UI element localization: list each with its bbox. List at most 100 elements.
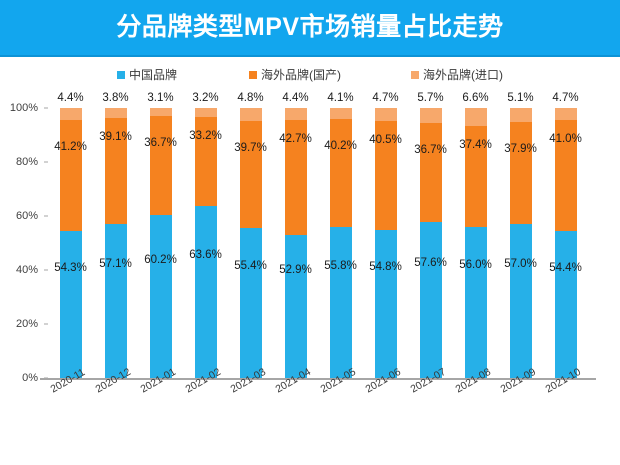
- bar-group[interactable]: [509, 108, 532, 378]
- data-label-overseas-domestic: 41.0%: [549, 133, 582, 146]
- bar-segment-overseas-domestic[interactable]: [554, 120, 577, 232]
- bar-segment-china-brand[interactable]: [419, 222, 442, 378]
- chart-legend: 中国品牌 海外品牌(国产) 海外品牌(进口): [0, 64, 620, 86]
- data-label-overseas-import: 3.1%: [147, 92, 174, 104]
- bar-segment-overseas-import[interactable]: [509, 108, 532, 122]
- data-label-overseas-domestic: 33.2%: [189, 129, 222, 142]
- bar-segment-overseas-import[interactable]: [329, 107, 352, 119]
- data-label-overseas-import: 4.7%: [372, 92, 399, 104]
- data-label-overseas-import: 6.6%: [462, 92, 489, 104]
- legend-label: 海外品牌(进口): [423, 68, 503, 82]
- bar-segment-overseas-domestic[interactable]: [419, 123, 442, 223]
- data-label-overseas-import: 4.7%: [552, 91, 579, 104]
- data-label-overseas-import: 5.1%: [507, 92, 534, 104]
- bar-segment-china-brand[interactable]: [104, 223, 127, 378]
- bar-segment-overseas-import[interactable]: [194, 108, 217, 117]
- legend-label: 中国品牌: [128, 68, 177, 82]
- bar-segment-overseas-domestic[interactable]: [284, 119, 307, 236]
- legend-item-2[interactable]: 海外品牌(进口): [411, 69, 503, 81]
- bar-group[interactable]: [149, 108, 172, 378]
- bar-group[interactable]: [284, 108, 307, 378]
- y-axis-tick-mark: [44, 215, 48, 217]
- bar-segment-overseas-import[interactable]: [59, 108, 82, 121]
- plot-bars: 54.3% 41.2% 4.4% 57.1% 39.1% 3.8% 60.2% 36.7% 3.…: [48, 92, 596, 378]
- y-axis-tick-label: 60%: [15, 210, 38, 222]
- bar-segment-overseas-domestic[interactable]: [509, 121, 532, 225]
- bar-segment-china-brand[interactable]: [329, 227, 352, 378]
- bar-segment-overseas-domestic[interactable]: [59, 120, 82, 232]
- bar-segment-china-brand[interactable]: [194, 206, 217, 378]
- bar-segment-overseas-import[interactable]: [464, 108, 487, 126]
- x-axis-tick-mark: [385, 378, 387, 382]
- bar-segment-overseas-domestic[interactable]: [464, 125, 487, 227]
- bar-group[interactable]: [419, 108, 442, 378]
- y-axis-tick-mark: [44, 269, 48, 271]
- legend-label: 海外品牌(国产): [261, 68, 341, 82]
- bar-segment-china-brand[interactable]: [464, 226, 487, 378]
- bar-segment-overseas-import[interactable]: [239, 108, 262, 122]
- legend-item-0[interactable]: 中国品牌: [116, 68, 177, 82]
- data-label-china-brand: 52.9%: [279, 263, 312, 276]
- data-label-overseas-domestic: 40.2%: [324, 139, 357, 152]
- data-label-overseas-domestic: 36.7%: [144, 137, 177, 150]
- x-axis-tick-mark: [295, 378, 297, 382]
- chart-header: 分品牌类型MPV市场销量占比走势: [0, 0, 620, 55]
- bar-group[interactable]: [239, 108, 262, 378]
- data-label-overseas-import: 4.8%: [237, 92, 264, 105]
- data-label-overseas-domestic: 37.4%: [459, 138, 492, 151]
- bar-segment-china-brand[interactable]: [239, 228, 262, 378]
- bar-segment-overseas-import[interactable]: [284, 108, 307, 120]
- bar-segment-overseas-domestic[interactable]: [329, 118, 352, 228]
- y-axis-tick-mark: [44, 107, 48, 109]
- bar-segment-china-brand[interactable]: [374, 230, 397, 378]
- y-axis-tick-mark: [44, 323, 48, 325]
- bar-group[interactable]: [464, 108, 487, 378]
- bar-group[interactable]: [194, 108, 217, 378]
- data-label-china-brand: 55.8%: [324, 259, 357, 272]
- x-axis-tick-mark: [160, 378, 162, 382]
- bar-segment-overseas-import[interactable]: [554, 107, 577, 121]
- bar-segment-overseas-domestic[interactable]: [194, 116, 217, 207]
- bar-group[interactable]: [374, 108, 397, 378]
- bar-segment-china-brand[interactable]: [59, 231, 82, 378]
- bar-segment-overseas-import[interactable]: [149, 108, 172, 117]
- bar-segment-overseas-import[interactable]: [419, 108, 442, 124]
- legend-item-1[interactable]: 海外品牌(国产): [249, 69, 341, 81]
- x-axis-tick-mark: [475, 378, 477, 382]
- x-axis-tick-mark: [340, 378, 342, 382]
- bar-segment-overseas-domestic[interactable]: [149, 116, 172, 216]
- data-label-china-brand: 54.4%: [549, 261, 582, 274]
- data-label-china-brand: 60.2%: [144, 253, 177, 266]
- data-label-overseas-import: 3.2%: [192, 92, 219, 104]
- bar-segment-overseas-import[interactable]: [104, 108, 127, 119]
- y-axis-tick-label: 20%: [15, 318, 38, 330]
- bar-segment-china-brand[interactable]: [509, 224, 532, 378]
- data-label-overseas-import: 3.8%: [102, 92, 129, 104]
- bar-group[interactable]: [104, 108, 127, 378]
- legend-swatch-icon: [116, 71, 125, 79]
- bar-group[interactable]: [59, 108, 82, 378]
- bar-segment-china-brand[interactable]: [554, 231, 577, 378]
- y-axis-tick-mark: [44, 161, 48, 163]
- data-label-overseas-import: 4.1%: [327, 91, 354, 104]
- bar-segment-overseas-import[interactable]: [374, 108, 397, 121]
- x-axis-tick-mark: [520, 378, 522, 382]
- bar-segment-china-brand[interactable]: [149, 215, 172, 378]
- bar-group[interactable]: [554, 107, 577, 378]
- bar-segment-overseas-domestic[interactable]: [104, 118, 127, 224]
- data-label-overseas-import: 4.4%: [57, 92, 84, 105]
- data-label-overseas-domestic: 36.7%: [414, 144, 447, 157]
- x-axis-tick-mark: [70, 378, 72, 382]
- bar-segment-china-brand[interactable]: [284, 235, 307, 378]
- data-label-china-brand: 57.1%: [99, 257, 132, 270]
- data-label-china-brand: 55.4%: [234, 260, 267, 273]
- x-axis-tick-mark: [565, 378, 567, 382]
- header-underline: [0, 55, 620, 57]
- data-label-china-brand: 56.0%: [459, 259, 492, 272]
- bar-group[interactable]: [329, 107, 352, 378]
- bar-segment-overseas-domestic[interactable]: [374, 120, 397, 231]
- data-label-overseas-import: 5.7%: [417, 92, 444, 104]
- bar-segment-overseas-domestic[interactable]: [239, 121, 262, 229]
- y-axis-tick-label: 80%: [15, 156, 38, 168]
